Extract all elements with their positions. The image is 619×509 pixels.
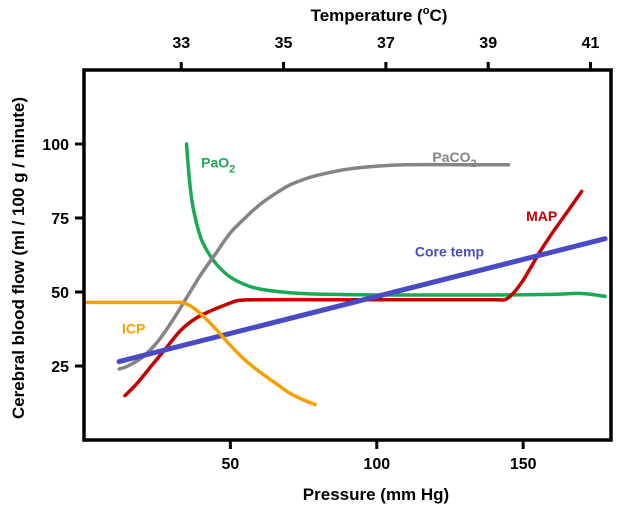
top-tick-label: 35 xyxy=(275,35,293,52)
series-line-icp xyxy=(82,300,318,407)
series-label-icp: ICP xyxy=(122,320,145,336)
plot-frame xyxy=(82,68,613,442)
top-tick-label: 33 xyxy=(172,35,190,52)
x-tick-label: 50 xyxy=(221,456,239,473)
series-label-pao2: PaO2 xyxy=(201,155,235,176)
series-label-text: ICP xyxy=(122,320,145,336)
top-tick-label: 39 xyxy=(479,35,497,52)
series-label-text: Core temp xyxy=(415,243,484,259)
top-axis-title-part: Temperature ( xyxy=(311,6,423,25)
y-tick-label: 75 xyxy=(51,211,69,228)
y-tick-label: 100 xyxy=(42,137,69,154)
x-tick-label: 150 xyxy=(510,456,537,473)
top-axis-title: Temperature (oC) xyxy=(311,5,448,25)
series-label-subscript: 2 xyxy=(229,164,235,176)
series-line-paco2 xyxy=(117,162,511,371)
x-tick-label: 100 xyxy=(363,456,390,473)
y-axis-title: Cerebral blood flow (ml / 100 g / minute… xyxy=(9,97,28,419)
series-label-map: MAP xyxy=(526,208,557,224)
top-tick-label: 37 xyxy=(377,35,395,52)
series-line-pao2 xyxy=(184,142,607,299)
series-label-subscript: 2 xyxy=(471,158,477,170)
top-axis-title-part: C) xyxy=(429,6,447,25)
y-tick-label: 50 xyxy=(51,285,69,302)
series-label-paco2: PaCO2 xyxy=(432,149,476,170)
series-label-core-temp: Core temp xyxy=(415,243,484,259)
top-tick-label: 41 xyxy=(582,35,600,52)
series-line-map xyxy=(123,189,584,398)
series-label-text: PaCO xyxy=(432,149,470,165)
series-layer xyxy=(82,142,608,407)
ticks-layer: 25 50 75 100 50 100 150 33 35 37 39 41 xyxy=(42,35,599,473)
series-label-text: MAP xyxy=(526,208,557,224)
x-axis-title: Pressure (mm Hg) xyxy=(303,485,449,504)
degree-symbol: o xyxy=(423,5,430,17)
y-tick-label: 25 xyxy=(51,359,69,376)
series-line-core-temp xyxy=(116,236,608,365)
series-label-text: PaO xyxy=(201,155,229,171)
